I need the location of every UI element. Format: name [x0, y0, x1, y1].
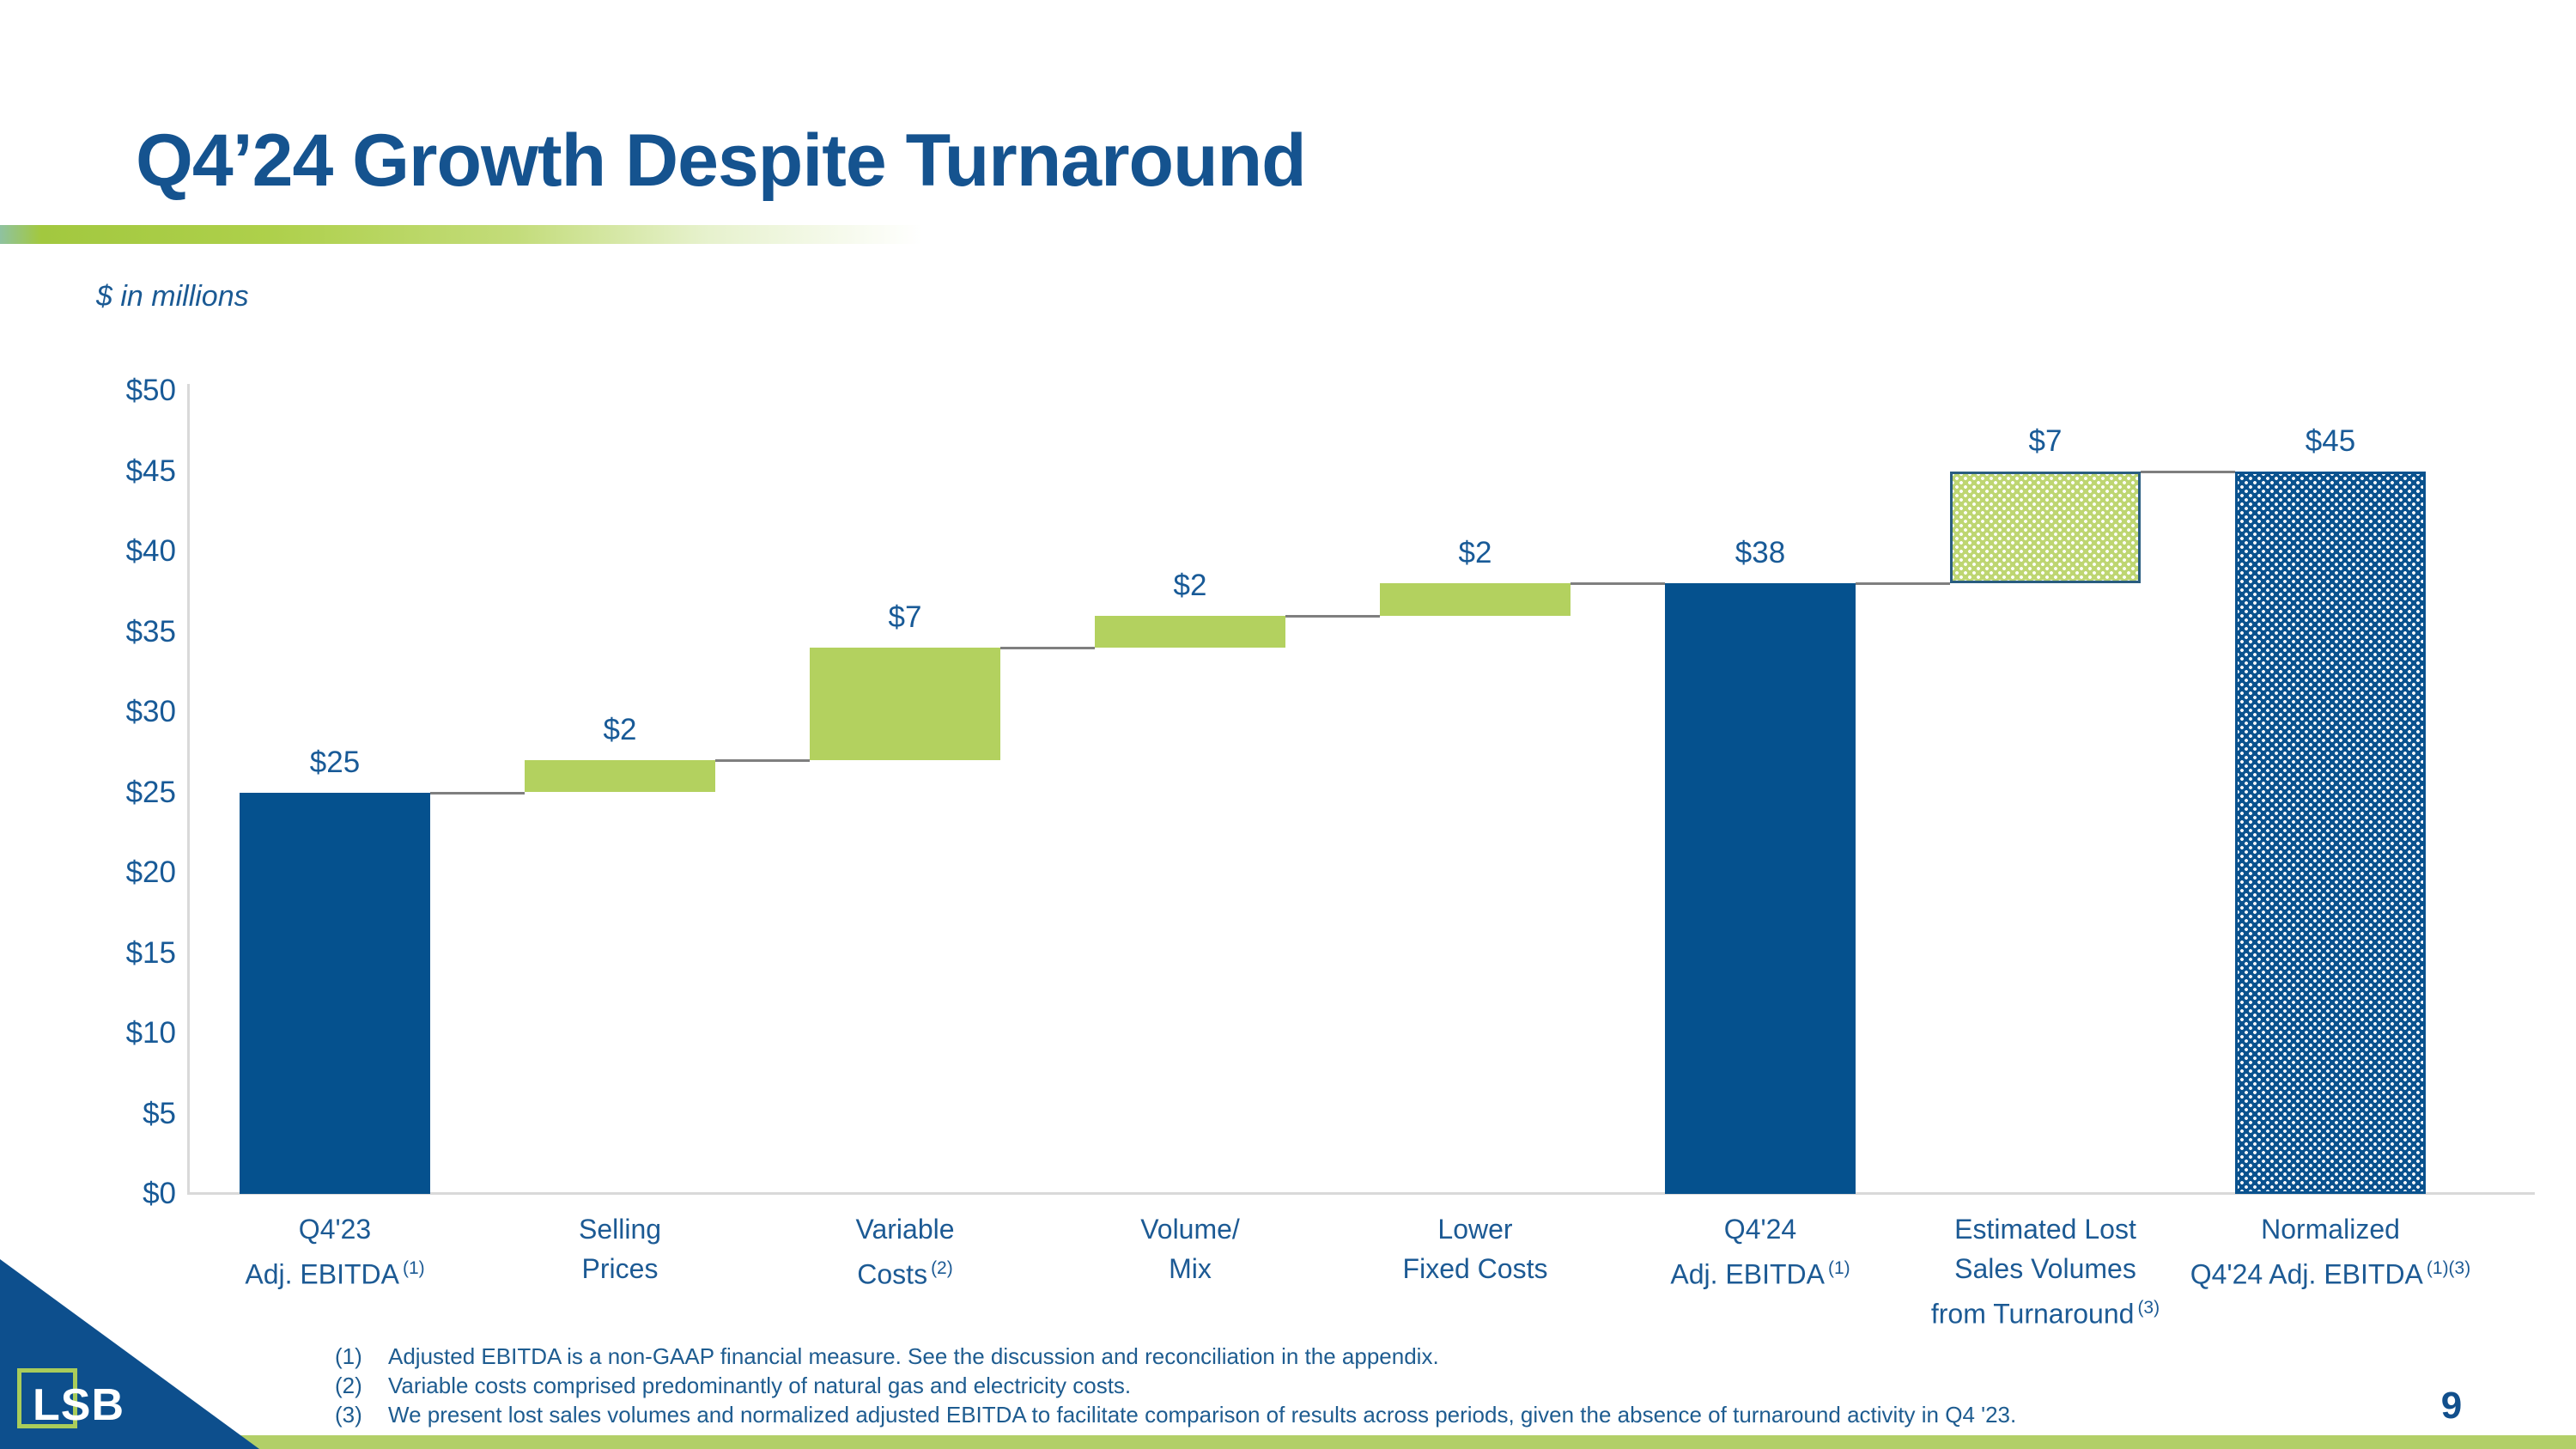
category-label-line: Estimated Lost	[1954, 1214, 2136, 1245]
footnote-ref: (1)	[1827, 1258, 1850, 1278]
category-label: Q4'24 Adj. EBITDA (1)	[1599, 1209, 1922, 1294]
bar-solid-blue	[1665, 583, 1856, 1194]
bar-value-label: $2	[1458, 536, 1492, 570]
footnote-row: (1) Adjusted EBITDA is a non-GAAP financi…	[335, 1342, 2016, 1371]
waterfall-connector	[1856, 582, 1950, 586]
bar-value-label: $25	[309, 745, 361, 779]
category-label: Variable Costs (2)	[744, 1209, 1066, 1294]
lsb-logo-square	[17, 1368, 77, 1428]
footnote-ref: (3)	[2137, 1298, 2160, 1318]
waterfall-connector	[1000, 647, 1095, 650]
y-tick-label: $30	[125, 695, 176, 728]
y-tick-label: $20	[125, 855, 176, 889]
category-label: Normalized Q4'24 Adj. EBITDA (1)(3)	[2169, 1209, 2492, 1294]
category-label-line: Costs (2)	[857, 1258, 953, 1290]
category-label-line: Sales Volumes	[1954, 1253, 2136, 1284]
footnote-text: Variable costs comprised predominantly o…	[388, 1373, 1132, 1398]
category-label: Q4'23 Adj. EBITDA (1)	[173, 1209, 496, 1294]
footnote-row: (3) We present lost sales volumes and nor…	[335, 1400, 2016, 1429]
y-axis-line	[187, 384, 190, 1194]
bar-solid-green	[810, 648, 1000, 761]
footnote-ref: (1)	[402, 1258, 425, 1278]
footnote-number: (2)	[335, 1373, 362, 1398]
waterfall-connector	[1285, 614, 1380, 618]
category-label-line: Q4'24 Adj. EBITDA (1)(3)	[2190, 1258, 2471, 1290]
category-label: Estimated Lost Sales Volumes from Turnarou…	[1884, 1209, 2207, 1334]
category-label-line: Adj. EBITDA (1)	[245, 1258, 425, 1290]
title-divider	[0, 225, 1357, 244]
waterfall-connector	[2141, 470, 2235, 473]
y-tick-label: $25	[125, 775, 176, 809]
bar-value-label: $2	[1173, 568, 1207, 602]
category-label-line: Fixed Costs	[1402, 1253, 1548, 1284]
x-axis-line	[187, 1192, 2535, 1195]
footnote-text: Adjusted EBITDA is a non-GAAP financial …	[388, 1343, 1439, 1369]
bar-value-label: $7	[2028, 423, 2063, 458]
bar-hatch-blue	[2235, 471, 2426, 1194]
y-tick-label: $45	[125, 454, 176, 488]
category-label-line: Volume/	[1140, 1214, 1240, 1245]
category-label-line: Lower	[1437, 1214, 1513, 1245]
category-label-line: Adj. EBITDA (1)	[1670, 1258, 1850, 1290]
bottom-green-bar	[0, 1435, 2576, 1449]
bar-solid-green	[1095, 615, 1285, 648]
footnote-number: (1)	[335, 1343, 362, 1369]
waterfall-connector	[1571, 582, 1665, 586]
y-tick-label: $40	[125, 534, 176, 568]
footnote-ref: (1)(3)	[2426, 1258, 2471, 1278]
page-title: Q4’24 Growth Despite Turnaround	[136, 119, 1307, 202]
bar-hatch-green	[1950, 471, 2141, 584]
bar-solid-blue	[240, 792, 430, 1194]
category-label-line: Selling	[578, 1214, 662, 1245]
category-label-line: from Turnaround (3)	[1930, 1298, 2160, 1330]
footnotes: (1) Adjusted EBITDA is a non-GAAP financi…	[335, 1342, 2016, 1429]
y-tick-label: $10	[125, 1016, 176, 1050]
footnote-row: (2) Variable costs comprised predominantl…	[335, 1371, 2016, 1400]
category-label-line: Q4'24	[1723, 1214, 1797, 1245]
bar-value-label: $7	[888, 600, 922, 635]
y-tick-label: $35	[125, 614, 176, 648]
footnote-ref: (2)	[931, 1258, 953, 1278]
category-label-line: Mix	[1169, 1253, 1212, 1284]
footnote-number: (3)	[335, 1402, 362, 1428]
bar-value-label: $38	[1735, 536, 1786, 570]
page-number: 9	[2440, 1385, 2463, 1427]
bar-solid-green	[525, 760, 715, 793]
bar-solid-green	[1380, 583, 1571, 616]
category-label-line: Variable	[855, 1214, 955, 1245]
bar-value-label: $45	[2305, 423, 2356, 458]
y-tick-label: $0	[143, 1177, 176, 1210]
category-label-line: Q4'23	[298, 1214, 372, 1245]
category-label: Lower Fixed Costs	[1314, 1209, 1637, 1288]
bar-value-label: $2	[603, 713, 637, 747]
y-tick-label: $5	[143, 1096, 176, 1130]
category-label: Volume/Mix	[1029, 1209, 1352, 1288]
category-label-line: Normalized	[2261, 1214, 2400, 1245]
waterfall-connector	[430, 791, 525, 795]
category-label-line: Prices	[581, 1253, 659, 1284]
units-note: $ in millions	[96, 280, 249, 313]
waterfall-connector	[715, 759, 810, 763]
y-tick-label: $50	[125, 374, 176, 407]
lsb-logo-text: LSB	[33, 1380, 125, 1430]
category-label: Selling Prices	[459, 1209, 781, 1288]
y-tick-label: $15	[125, 935, 176, 970]
footnote-text: We present lost sales volumes and normal…	[388, 1402, 2017, 1428]
